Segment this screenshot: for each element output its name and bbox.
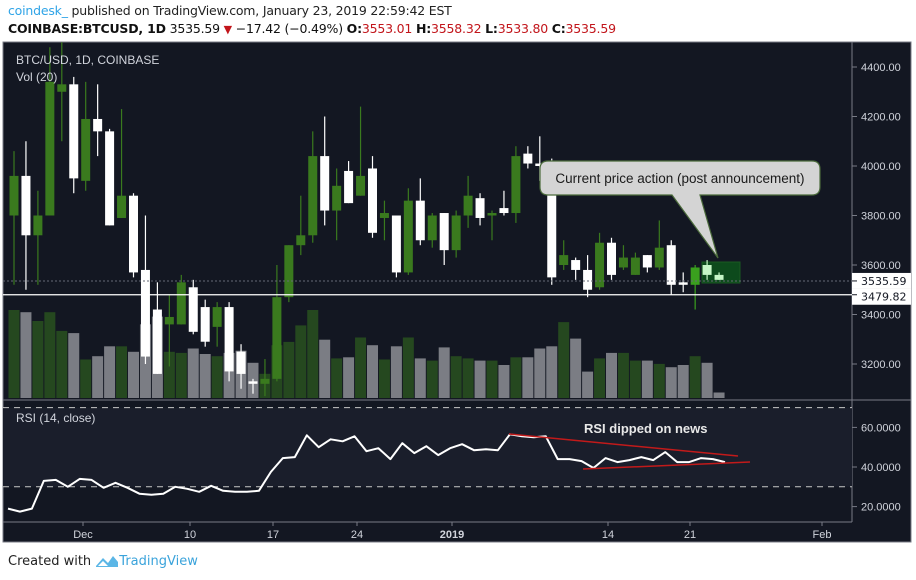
ohlc-legend: COINBASE:BTCUSD, 1D 3535.59 ▼ −17.42 (−0… xyxy=(8,21,616,36)
callout-bubble xyxy=(539,160,821,259)
time-tick-label: 21 xyxy=(684,529,696,541)
price-line-label: 3535.59 xyxy=(861,275,907,288)
price-change: −17.42 (−0.49%) xyxy=(235,21,343,36)
publish-info: coindesk_ published on TradingView.com, … xyxy=(8,3,452,18)
rsi-title: RSI (14, close) xyxy=(16,411,95,425)
low-label: L: xyxy=(485,21,498,36)
rsi-tick-label: 60.0000 xyxy=(861,422,901,434)
author-link[interactable]: coindesk_ xyxy=(8,3,68,18)
time-tick-label: 14 xyxy=(602,529,614,541)
time-tick-label: 17 xyxy=(267,529,279,541)
published-text: published on TradingView.com, January 23… xyxy=(67,3,452,18)
last-price: 3535.59 xyxy=(169,21,220,36)
time-tick-label: Feb xyxy=(813,529,832,541)
rsi-tick-label: 40.0000 xyxy=(861,462,901,474)
high-label: H: xyxy=(415,21,432,36)
down-triangle-icon: ▼ xyxy=(223,23,232,36)
created-with-text: Created with xyxy=(8,554,96,569)
symbol-label: COINBASE:BTCUSD, 1D xyxy=(8,21,166,36)
annotations: Current price action (post announcement) xyxy=(539,160,821,259)
volume-title: Vol (20) xyxy=(16,70,57,84)
price-tick-label: 3400.00 xyxy=(861,310,901,322)
close-value: 3535.59 xyxy=(565,21,616,36)
time-tick-label: 24 xyxy=(351,529,363,541)
callout-text: Current price action (post announcement) xyxy=(555,171,804,186)
price-line-label: 3479.82 xyxy=(861,291,907,304)
tradingview-logo-icon xyxy=(96,556,119,567)
series-title: BTC/USD, 1D, COINBASE xyxy=(16,53,159,67)
price-tick-label: 4200.00 xyxy=(861,112,901,124)
price-tick-label: 4000.00 xyxy=(861,161,901,173)
price-tick-label: 4400.00 xyxy=(861,62,901,74)
time-tick-label: 2019 xyxy=(440,529,464,541)
open-label: O: xyxy=(346,21,362,36)
rsi-tick-label: 20.0000 xyxy=(861,502,901,514)
close-label: C: xyxy=(551,21,566,36)
price-tick-label: 3800.00 xyxy=(861,211,901,223)
chart-canvas[interactable]: 4400.00 4200.00 4000.00 3800.00 3600.00 3400.… xyxy=(0,39,916,544)
time-tick-label: Dec xyxy=(73,529,93,541)
tradingview-link[interactable]: TradingView xyxy=(119,554,198,569)
price-tick-label: 3200.00 xyxy=(861,359,901,371)
candlesticks xyxy=(9,42,741,397)
time-tick-label: 10 xyxy=(184,529,196,541)
rsi-annotation: RSI dipped on news xyxy=(584,421,708,436)
high-value: 3558.32 xyxy=(431,21,482,36)
low-value: 3533.80 xyxy=(497,21,548,36)
time-axis[interactable]: Dec 10 17 24 2019 14 21 Feb xyxy=(73,522,831,541)
rsi-pane: 60.0000 40.0000 20.0000 RSI dipped on news xyxy=(3,407,901,514)
price-lines: 3535.59 3479.82 xyxy=(3,272,911,305)
open-value: 3553.01 xyxy=(361,21,413,36)
price-tick-label: 3600.00 xyxy=(861,260,901,272)
footer: Created with TradingView xyxy=(8,554,198,569)
